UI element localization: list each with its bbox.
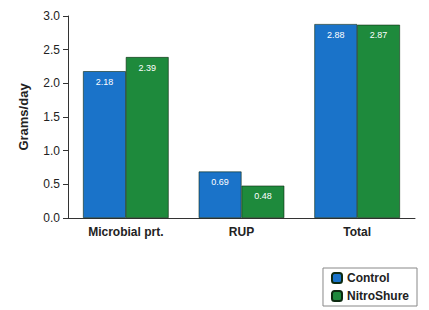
svg-text:2.39: 2.39 [138,63,156,73]
svg-text:NitroShure: NitroShure [347,289,409,303]
svg-text:Microbial prt.: Microbial prt. [88,225,163,239]
svg-text:2.0: 2.0 [43,76,60,90]
svg-text:1.5: 1.5 [43,110,60,124]
svg-text:Grams/day: Grams/day [16,83,31,151]
svg-text:2.5: 2.5 [43,43,60,57]
svg-text:1.0: 1.0 [43,144,60,158]
svg-text:0.0: 0.0 [43,211,60,225]
svg-text:RUP: RUP [229,225,254,239]
svg-text:Total: Total [343,225,371,239]
svg-text:0.69: 0.69 [211,177,229,187]
svg-text:2.18: 2.18 [96,77,114,87]
svg-text:2.88: 2.88 [327,30,345,40]
svg-text:0.5: 0.5 [43,177,60,191]
svg-text:0.48: 0.48 [254,191,272,201]
svg-text:Control: Control [347,271,390,285]
svg-text:2.87: 2.87 [370,30,388,40]
svg-text:3.0: 3.0 [43,9,60,23]
